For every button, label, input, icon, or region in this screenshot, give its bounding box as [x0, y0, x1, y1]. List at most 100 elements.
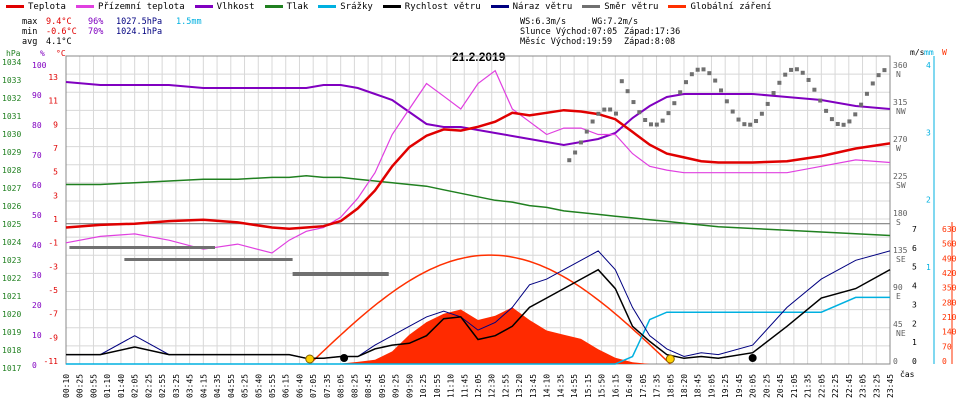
- x-tick: 18:20: [680, 374, 689, 398]
- x-tick: 08:05: [337, 374, 346, 398]
- direction-tick: 270: [893, 135, 908, 144]
- pressure-tick: 1028: [2, 166, 21, 175]
- x-tick: 04:55: [227, 374, 236, 398]
- legend-label: Směr větru: [604, 2, 659, 12]
- pressure-tick: 1019: [2, 328, 21, 337]
- max-pressure: 1027.5hPa: [116, 17, 163, 27]
- direction-tick: 135: [893, 246, 908, 255]
- wind-direction-dot: [567, 158, 572, 163]
- avg-temp: 4.1°C: [46, 37, 72, 47]
- radiation-tick: 630: [942, 225, 957, 234]
- humidity-tick: 50: [32, 211, 42, 220]
- wind-direction-dot: [789, 67, 794, 72]
- legend-swatch: [194, 5, 213, 8]
- wind-direction-dot: [777, 80, 782, 85]
- x-tick: 21:05: [790, 374, 799, 398]
- x-tick: 03:45: [186, 374, 195, 398]
- wind-direction-dot: [859, 102, 864, 107]
- x-tick: 13:20: [515, 374, 524, 398]
- direction-tick-letter: W: [896, 144, 901, 153]
- wind-direction-dot: [666, 111, 671, 116]
- legend-swatch: [582, 5, 601, 8]
- legend: Teplota Přízemní teplota Vlhkost Tlak Srážky…: [6, 2, 782, 14]
- wind-unit: m/s: [910, 48, 925, 57]
- legend-label: Vlhkost: [216, 2, 255, 12]
- radiation-tick: 350: [942, 284, 957, 293]
- legend-label: Tlak: [286, 2, 309, 12]
- sun-set: Západ:17:36: [624, 27, 681, 37]
- x-tick: 03:25: [172, 374, 181, 398]
- legend-item: Náraz větru: [490, 2, 573, 12]
- pressure-line: [66, 174, 891, 237]
- x-tick: 02:25: [144, 374, 153, 398]
- humidity-tick: 0: [32, 361, 37, 370]
- wind-direction-dot: [596, 111, 601, 116]
- wind-direction-dot: [613, 111, 618, 116]
- radiation-area: [66, 307, 890, 364]
- wind-direction-bar: [151, 246, 174, 249]
- wind-direction-dot: [608, 107, 613, 112]
- wind-direction-bar: [69, 246, 92, 249]
- wind-direction-dot: [573, 150, 578, 155]
- wind-tick: 4: [912, 282, 917, 291]
- x-tick: 20:45: [776, 374, 785, 398]
- radiation-tick: 490: [942, 254, 957, 263]
- x-tick: 16:15: [611, 374, 620, 398]
- radiation-tick: 140: [942, 328, 957, 337]
- rain-tick: 2: [926, 196, 931, 205]
- legend-item: Teplota: [6, 2, 66, 12]
- pressure-tick: 1031: [2, 112, 21, 121]
- direction-tick-letter: SE: [896, 255, 906, 264]
- wind-direction-dot: [584, 129, 589, 134]
- temperature-tick: 9: [53, 120, 58, 129]
- legend-label: Náraz větru: [512, 2, 573, 12]
- x-tick: 23:25: [872, 374, 881, 398]
- temperature-tick: -11: [44, 357, 59, 366]
- wind-direction-dot: [719, 88, 724, 93]
- moon-set: Západ:8:08: [624, 37, 676, 47]
- temperature-line: [65, 108, 891, 231]
- wind-direction-dot: [578, 140, 583, 145]
- direction-tick-letter: N: [896, 70, 901, 79]
- wind-direction-dot: [707, 71, 712, 76]
- x-tick: 09:50: [405, 374, 414, 398]
- wind-direction-dot: [882, 68, 887, 73]
- legend-swatch: [668, 5, 687, 8]
- x-tick: 22:45: [845, 374, 854, 398]
- x-tick: 13:45: [529, 374, 538, 398]
- x-tick: 09:25: [392, 374, 401, 398]
- legend-label: Přízemní teplota: [97, 2, 185, 12]
- x-tick: 04:35: [213, 374, 222, 398]
- x-tick: 01:10: [103, 374, 112, 398]
- humidity-unit: %: [40, 49, 45, 58]
- humidity-tick: 70: [32, 151, 42, 160]
- humidity-line: [65, 81, 891, 147]
- pressure-tick: 1029: [2, 148, 21, 157]
- wind-direction-dot: [742, 122, 747, 127]
- wind-direction-dot: [643, 117, 648, 122]
- wind-direction-dot: [619, 79, 624, 84]
- legend-label: Globální záření: [690, 2, 772, 12]
- pressure-tick: 1025: [2, 220, 21, 229]
- moonset-marker: [340, 354, 349, 362]
- legend-label: Teplota: [28, 2, 66, 12]
- x-tick: 07:35: [323, 374, 332, 398]
- x-tick: 19:05: [707, 374, 716, 398]
- wind-direction-dot: [660, 118, 665, 123]
- humidity-tick: 100: [32, 61, 47, 70]
- temperature-tick: 5: [53, 168, 58, 177]
- wind-direction-dot: [876, 73, 881, 78]
- legend-item: Přízemní teplota: [75, 2, 185, 12]
- wind-tick: 1: [912, 338, 917, 347]
- x-tick: 18:05: [666, 374, 675, 398]
- wind-direction-dot: [602, 107, 607, 112]
- rain-tick: 3: [926, 128, 931, 137]
- x-tick: 14:55: [570, 374, 579, 398]
- direction-tick-letter: S: [896, 218, 901, 227]
- pressure-tick: 1034: [2, 58, 21, 67]
- pressure-tick: 1018: [2, 346, 21, 355]
- pressure-tick: 1022: [2, 274, 21, 283]
- wind-tick: 6: [912, 244, 917, 253]
- x-tick: 16:40: [625, 374, 634, 398]
- x-tick: 17:35: [653, 374, 662, 398]
